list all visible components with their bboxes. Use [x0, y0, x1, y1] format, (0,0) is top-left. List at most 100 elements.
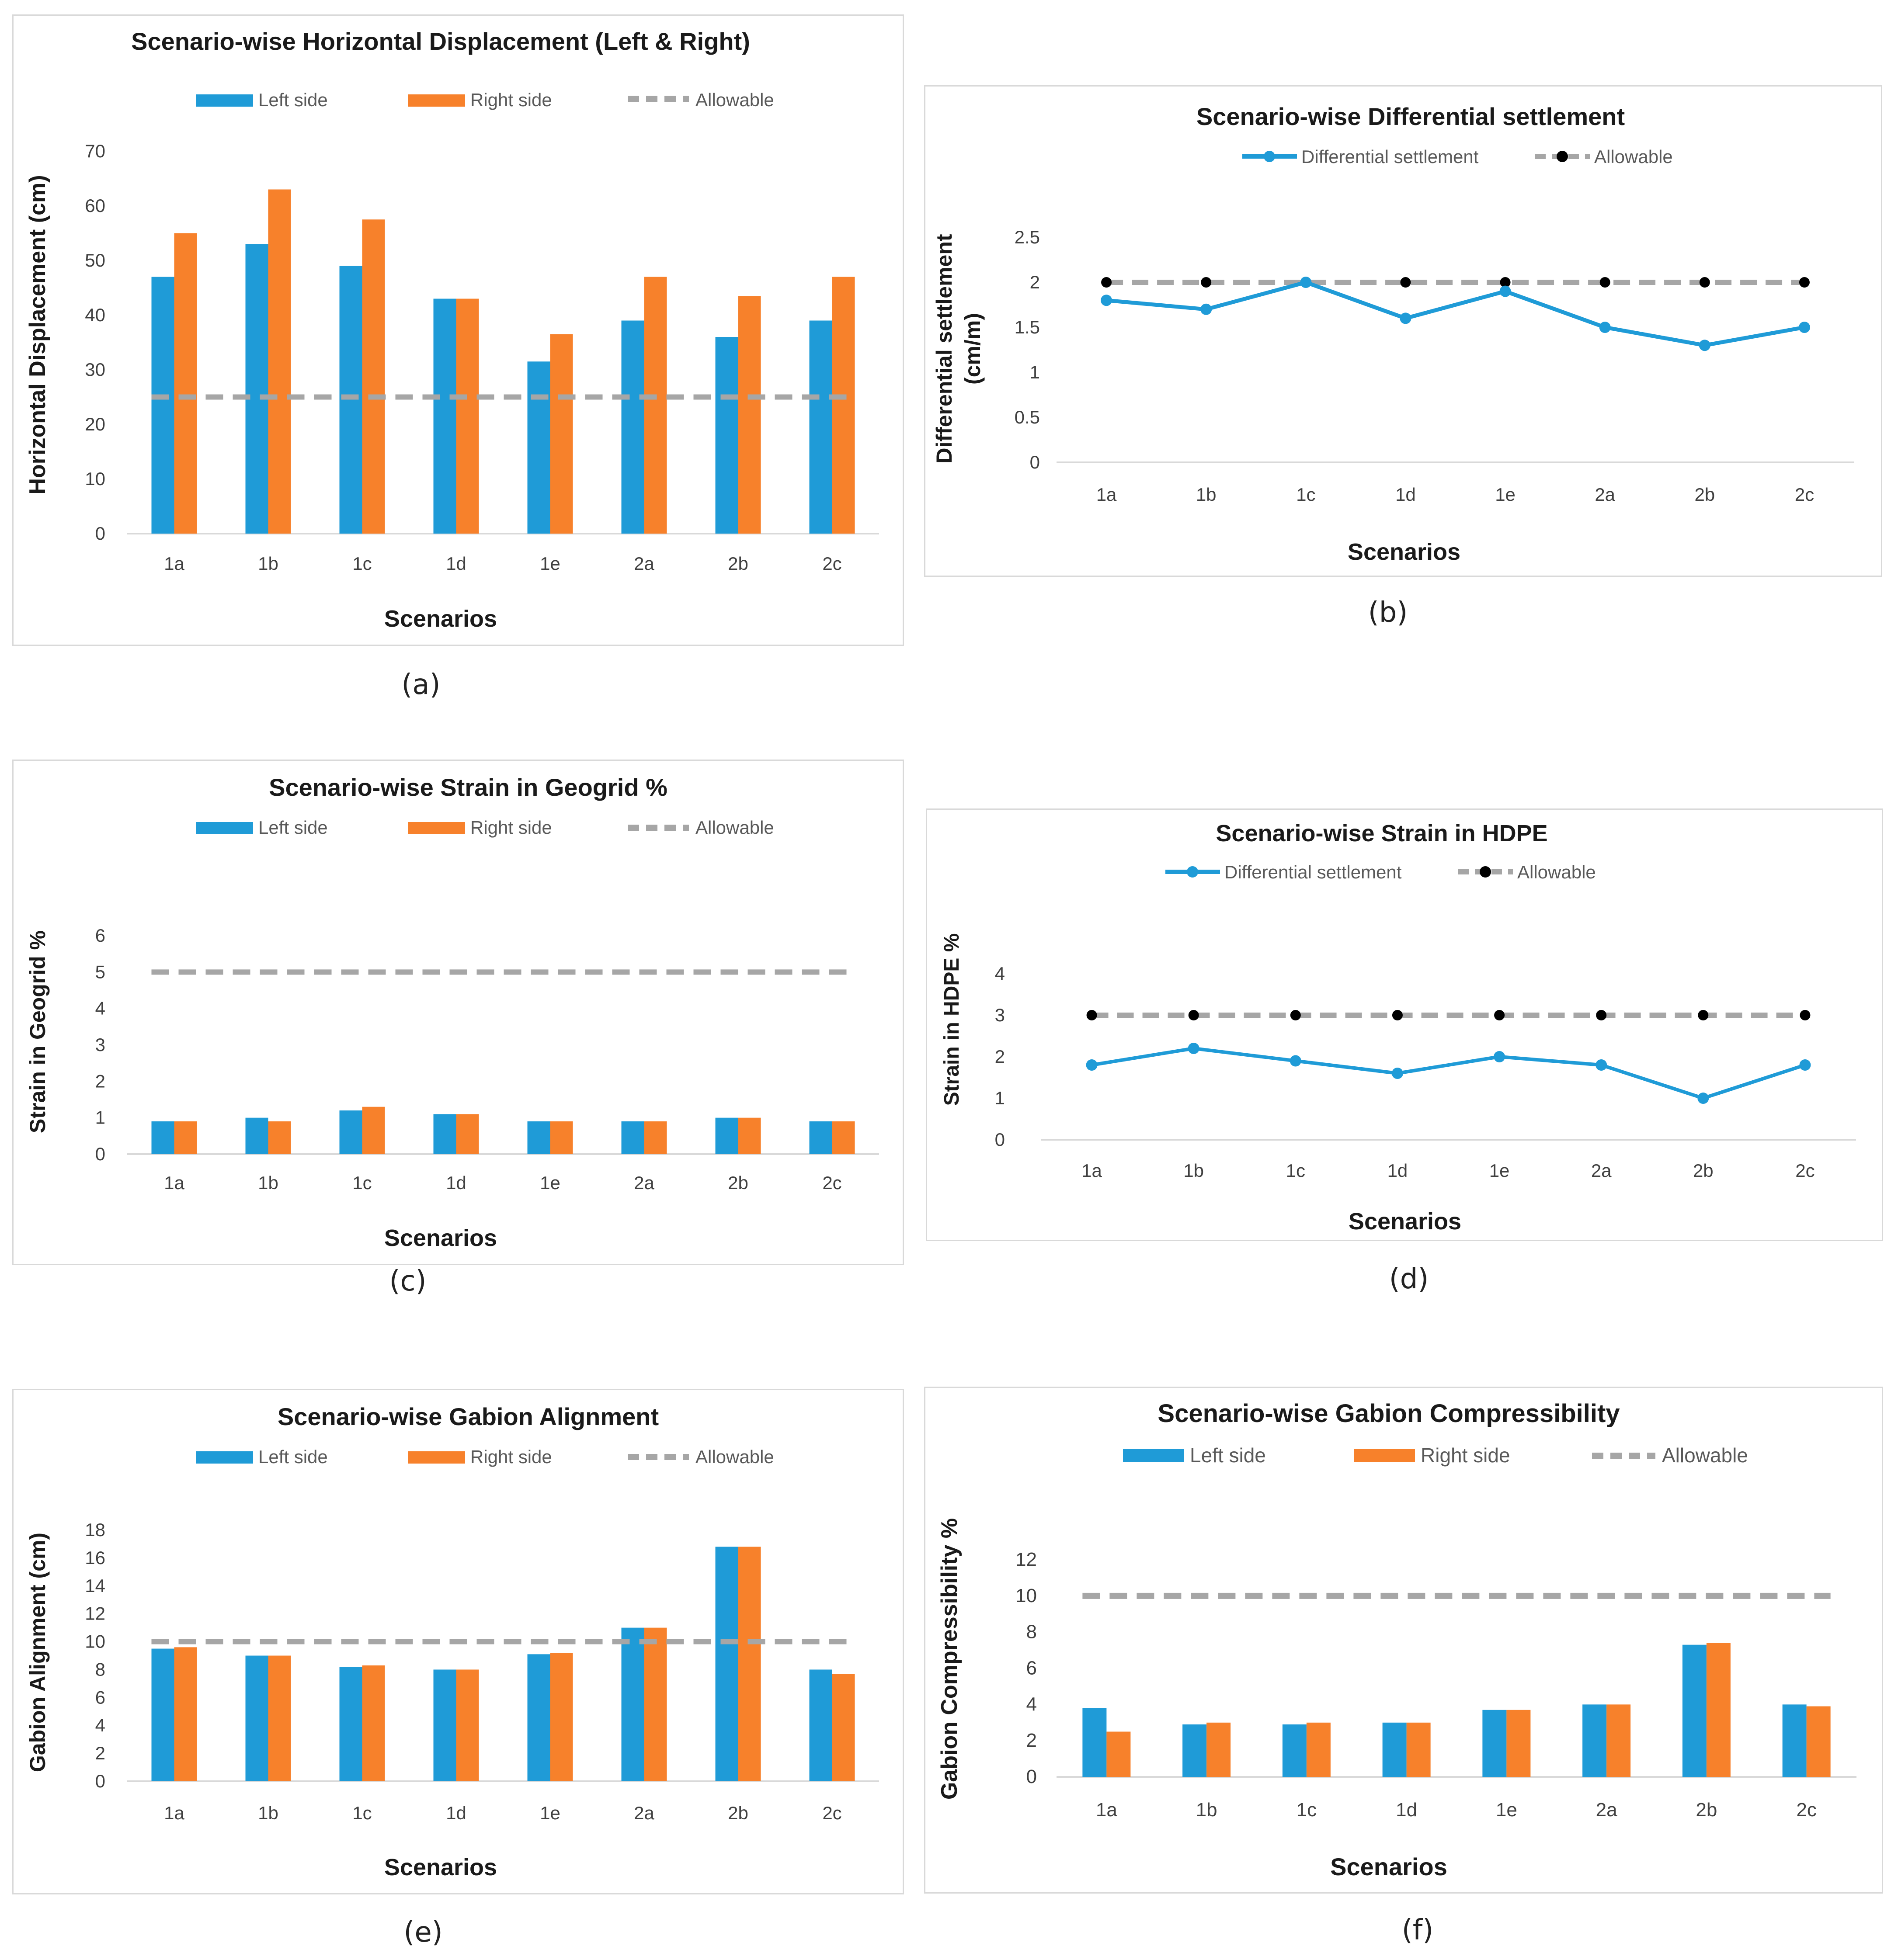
y-tick-label: 3: [95, 1034, 105, 1055]
x-tick-label: 1c: [352, 553, 372, 574]
y-axis-label-units: (cm/m): [960, 313, 985, 385]
data-point: [1300, 277, 1312, 288]
chart-title: Scenario-wise Gabion Alignment: [278, 1403, 659, 1430]
plot-area: [1057, 1592, 1856, 1778]
legend: Left side Right side Allowable: [196, 90, 774, 110]
bar-right-side: [268, 189, 291, 534]
chart-title: Scenario-wise Gabion Compressibility: [1158, 1399, 1620, 1428]
x-tick-label: 2c: [822, 1803, 841, 1823]
x-axis-ticks: 1a 1b 1c 1d 1e 2a 2b 2c: [164, 553, 842, 574]
y-axis-label: Differential settlement: [932, 234, 956, 463]
y-tick-label: 70: [85, 141, 105, 161]
allowable-marker: [1599, 277, 1610, 288]
bar-right-side: [1406, 1722, 1431, 1777]
allowable-marker: [1494, 1010, 1505, 1020]
x-tick-label: 2a: [634, 553, 654, 574]
bar-right-side: [644, 277, 667, 534]
chart-panel-e: Scenario-wise Gabion Alignment Left side…: [12, 1389, 904, 1894]
y-tick-label: 4: [995, 963, 1005, 984]
legend-series-marker: [1187, 866, 1198, 878]
x-tick-label: 2b: [1693, 1160, 1714, 1181]
bar-left-side: [527, 1121, 550, 1154]
legend-left-swatch: [196, 1451, 253, 1464]
bar-left-side: [245, 244, 268, 534]
bar-left-side: [1382, 1722, 1407, 1777]
bar-right-side: [268, 1655, 291, 1781]
y-tick-label: 6: [1026, 1658, 1037, 1679]
plot-area: [1041, 1010, 1856, 1141]
x-tick-label: 1d: [1395, 484, 1416, 505]
bar-right-side: [1306, 1722, 1331, 1777]
x-tick-label: 1b: [258, 1803, 278, 1823]
legend-allowable-label: Allowable: [1662, 1444, 1748, 1467]
allowable-marker: [1800, 1010, 1811, 1020]
chart-c-svg: Scenario-wise Strain in Geogrid % Left s…: [25, 774, 879, 1251]
x-tick-label: 1b: [1196, 484, 1217, 505]
bar-right-side: [550, 334, 573, 534]
bar-left-side: [1482, 1710, 1507, 1777]
x-tick-label: 2c: [822, 553, 841, 574]
bar-left-side: [1282, 1724, 1307, 1777]
bar-left-side: [151, 1121, 174, 1154]
legend-allowable-marker: [1557, 151, 1568, 162]
plot-area: [127, 189, 879, 534]
allowable-marker: [1500, 277, 1511, 288]
bar-left-side: [715, 1547, 738, 1781]
bar-right-side: [550, 1653, 573, 1781]
chart-title: Scenario-wise Horizontal Displacement (L…: [131, 28, 750, 55]
x-tick-label: 1d: [446, 553, 466, 574]
bar-right-side: [456, 1669, 479, 1781]
legend: Left side Right side Allowable: [196, 1447, 774, 1467]
legend-left-label: Left side: [258, 817, 328, 838]
bar-right-side: [738, 1547, 761, 1781]
legend-left-swatch: [196, 94, 253, 107]
x-axis-label: Scenarios: [1348, 539, 1460, 565]
bar-right-side: [1106, 1731, 1131, 1777]
bar-right-side: [1706, 1643, 1731, 1777]
series-line: [1091, 1047, 1806, 1100]
legend-left-label: Left side: [1190, 1444, 1266, 1467]
y-tick-label: 1.5: [1015, 317, 1040, 337]
y-tick-label: 4: [95, 998, 105, 1019]
y-tick-label: 1: [1030, 362, 1040, 382]
bar-right-side: [738, 1117, 761, 1154]
x-axis-ticks: 1a 1b 1c 1d 1e 2a 2b 2c: [164, 1173, 842, 1193]
x-tick-label: 2a: [634, 1173, 654, 1193]
legend-left-label: Left side: [258, 1447, 328, 1467]
caption-d: (d): [1389, 1263, 1429, 1295]
x-tick-label: 1c: [1286, 1160, 1305, 1181]
x-tick-label: 2a: [1596, 1799, 1617, 1821]
x-tick-label: 1e: [540, 553, 560, 574]
allowable-marker: [1596, 1010, 1607, 1020]
bar-right-side: [644, 1121, 667, 1154]
x-tick-label: 1e: [540, 1803, 560, 1823]
allowable-marker: [1400, 277, 1411, 288]
y-tick-label: 0: [1030, 452, 1040, 472]
bar-left-side: [715, 1117, 738, 1154]
bar-right-side: [362, 219, 385, 534]
x-tick-label: 1a: [1096, 1799, 1117, 1821]
x-tick-label: 2a: [1595, 484, 1615, 505]
x-tick-label: 1b: [258, 1173, 278, 1193]
y-tick-label: 0: [95, 1771, 105, 1791]
allowable-marker: [1799, 277, 1810, 288]
caption-a: (a): [401, 669, 441, 701]
caption-e: (e): [403, 1916, 443, 1949]
y-tick-label: 0: [95, 1144, 105, 1164]
allowable-marker: [1201, 277, 1212, 288]
bar-left-side: [1682, 1644, 1707, 1777]
chart-title: Scenario-wise Differential settlement: [1196, 103, 1625, 130]
bar-left-side: [339, 1110, 362, 1154]
legend-right-label: Right side: [1421, 1444, 1510, 1467]
bar-right-side: [362, 1665, 385, 1781]
bar-left-side: [527, 361, 550, 534]
bar-left-side: [245, 1117, 268, 1154]
x-axis-label: Scenarios: [384, 606, 497, 632]
bar-right-side: [1506, 1710, 1531, 1777]
chart-panel-b: Scenario-wise Differential settlement Di…: [924, 85, 1882, 577]
legend-allowable-marker: [1480, 866, 1491, 878]
legend-series-label: Differential settlement: [1224, 862, 1402, 882]
allowable-marker: [1086, 1010, 1097, 1020]
bar-left-side: [621, 1627, 644, 1781]
y-tick-label: 50: [85, 250, 105, 271]
